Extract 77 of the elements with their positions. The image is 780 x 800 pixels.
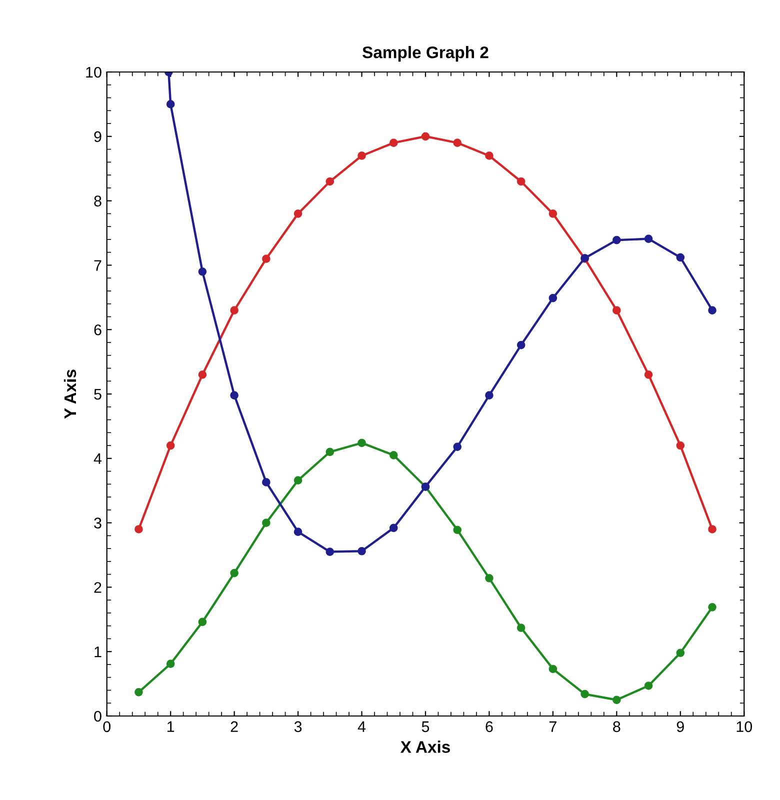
point	[612, 236, 621, 244]
point	[294, 476, 302, 484]
y-tick-label: 3	[94, 518, 102, 528]
point	[548, 664, 558, 674]
point	[134, 525, 143, 534]
point	[708, 525, 716, 534]
point	[516, 624, 526, 632]
y-axis-title: Y Axis	[64, 370, 76, 419]
y-tick-label: 10	[86, 66, 102, 78]
point	[358, 152, 366, 160]
y-tick-label: 1	[94, 646, 102, 658]
point	[326, 548, 334, 556]
point	[389, 524, 398, 532]
x-tick-label: 2	[230, 721, 238, 732]
y-tick-label: 9	[94, 131, 102, 142]
point	[485, 391, 494, 400]
y-tick-label: 2	[94, 582, 102, 593]
point	[676, 253, 685, 262]
point	[294, 528, 302, 536]
point	[230, 306, 238, 314]
point	[230, 391, 238, 400]
point	[262, 518, 270, 527]
point	[166, 100, 175, 108]
point	[198, 267, 207, 276]
point	[644, 370, 653, 379]
point	[485, 574, 494, 582]
x-tick-label: 1	[168, 721, 174, 732]
point	[453, 138, 462, 148]
point	[644, 682, 653, 690]
y-tick-label: 0	[94, 710, 102, 722]
point	[358, 546, 366, 556]
point	[230, 568, 238, 578]
x-tick-label: 5	[422, 721, 430, 732]
point	[326, 177, 334, 186]
point	[676, 648, 685, 658]
y-tick-label: 8	[94, 196, 102, 206]
x-tick-label: 4	[358, 721, 366, 732]
point	[548, 210, 558, 218]
y-tick-label: 7	[94, 260, 102, 271]
x-tick-label: 6	[486, 721, 493, 732]
point	[389, 451, 398, 460]
point	[198, 618, 207, 626]
point	[453, 442, 462, 451]
point	[708, 602, 716, 612]
point	[389, 138, 398, 148]
point	[612, 696, 621, 704]
point	[580, 690, 589, 698]
x-tick-label: 8	[613, 721, 620, 732]
point	[676, 441, 685, 450]
point	[548, 294, 558, 302]
point	[198, 370, 207, 379]
point	[134, 688, 143, 696]
point	[421, 132, 430, 141]
chart-title: Sample Graph 2	[362, 46, 488, 62]
y-tick-label: 4	[94, 453, 102, 464]
point	[516, 177, 526, 186]
point	[358, 438, 366, 448]
y-tick-label: 6	[94, 324, 102, 336]
x-tick-label: 3	[294, 721, 302, 732]
point	[166, 441, 175, 450]
point	[326, 448, 334, 456]
point	[612, 306, 621, 314]
point	[166, 660, 175, 668]
y-tick-label: 5	[94, 389, 102, 400]
point	[453, 526, 462, 534]
x-tick-label: 0	[103, 721, 111, 732]
x-tick-label: 7	[549, 721, 556, 732]
point	[708, 306, 716, 314]
point	[262, 254, 270, 263]
point	[294, 210, 302, 218]
point	[262, 478, 270, 486]
x-tick-label: 9	[676, 721, 684, 732]
point	[644, 234, 653, 243]
point	[485, 152, 494, 160]
x-tick-label: 10	[736, 721, 752, 732]
point	[516, 340, 526, 350]
x-axis-title: X Axis	[400, 740, 450, 753]
